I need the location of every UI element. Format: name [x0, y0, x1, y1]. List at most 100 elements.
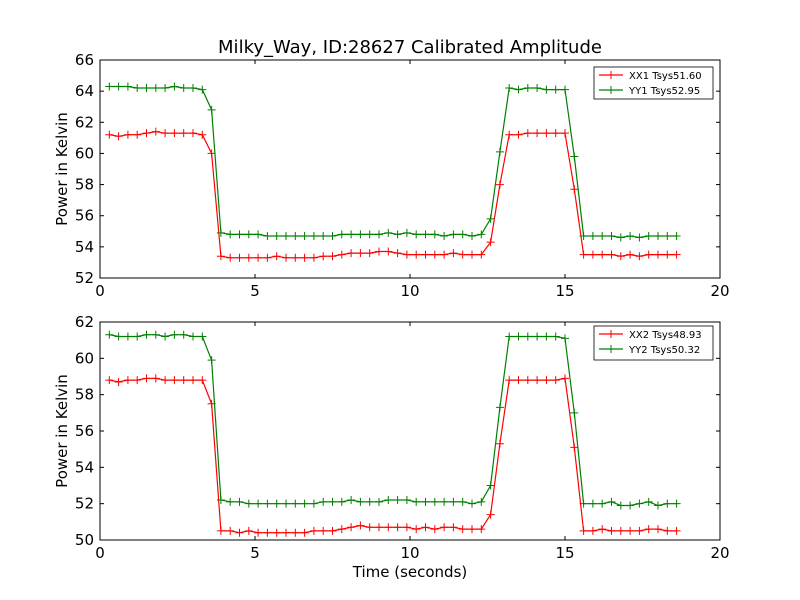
data-point: [542, 129, 551, 138]
data-point: [309, 499, 318, 508]
data-point: [282, 231, 290, 240]
data-point: [588, 499, 597, 508]
data-point: [216, 252, 225, 261]
data-point: [133, 332, 142, 341]
data-point: [458, 497, 467, 506]
x-tick-label: 5: [250, 544, 260, 562]
data-point: [495, 180, 504, 189]
data-point: [588, 250, 597, 259]
data-point: [235, 230, 244, 239]
data-point: [644, 231, 653, 240]
data-point: [151, 127, 160, 136]
data-point: [244, 526, 253, 535]
data-point: [216, 496, 225, 505]
data-point: [142, 84, 151, 93]
data-point: [412, 525, 421, 534]
x-tick-label: 15: [555, 544, 574, 562]
y-tick-label: 58: [75, 176, 94, 194]
data-point: [495, 439, 504, 448]
legend-marker: [607, 71, 615, 79]
data-point: [291, 499, 300, 508]
data-point: [189, 332, 197, 341]
data-point: [635, 499, 644, 508]
data-point: [486, 214, 495, 223]
data-point: [654, 250, 662, 259]
y-tick-label: 64: [75, 82, 94, 100]
legend-label: YY1 Tsys52.95: [628, 86, 700, 97]
data-point: [375, 247, 383, 256]
data-point: [319, 497, 328, 506]
data-point: [365, 523, 374, 532]
data-point: [272, 499, 281, 508]
data-point: [440, 523, 449, 532]
legend: XX1 Tsys51.60 YY1 Tsys52.95: [593, 66, 714, 100]
data-point: [375, 523, 383, 532]
data-point: [114, 332, 123, 341]
data-point: [179, 376, 188, 385]
x-tick-label: 20: [710, 282, 729, 300]
data-point: [533, 332, 542, 341]
subplot-2: 0 5 10 15 20 50 52 54 56 58 60 62 Power in Kelvin XX2…: [53, 313, 730, 562]
legend-box: [593, 66, 714, 100]
data-point: [142, 129, 151, 138]
data-point: [291, 231, 300, 240]
data-point: [542, 376, 551, 385]
data-point: [263, 231, 272, 240]
data-point: [430, 497, 439, 506]
data-point: [523, 376, 532, 385]
data-point: [672, 526, 681, 535]
data-point: [179, 129, 188, 138]
data-point: [226, 497, 235, 506]
data-point: [161, 84, 170, 93]
data-point: [226, 253, 235, 262]
data-point: [598, 250, 607, 259]
data-point: [514, 85, 523, 94]
data-point: [244, 253, 253, 262]
data-point: [319, 252, 328, 261]
data-point: [570, 152, 579, 161]
data-point: [151, 84, 160, 93]
data-point: [161, 129, 170, 138]
data-point: [393, 523, 402, 532]
data-point: [347, 249, 356, 258]
data-point: [207, 356, 216, 365]
data-point: [514, 376, 523, 385]
data-point: [189, 376, 197, 385]
data-point: [300, 231, 309, 240]
x-tick-label: 0: [95, 544, 105, 562]
series-line-1: [109, 377, 677, 534]
legend-marker: [607, 345, 615, 353]
data-point: [114, 132, 123, 141]
data-point: [468, 499, 476, 508]
data-point: [449, 249, 458, 258]
data-point: [161, 332, 170, 341]
data-point: [189, 84, 197, 93]
data-point: [616, 526, 625, 535]
data-point: [551, 376, 560, 385]
chart-title: Milky_Way, ID:28627 Calibrated Amplitude: [218, 37, 602, 58]
data-point: [226, 230, 235, 239]
data-point: [402, 228, 411, 237]
data-point: [384, 496, 393, 505]
data-point: [523, 129, 532, 138]
data-point: [663, 499, 672, 508]
data-point: [505, 130, 514, 139]
data-point: [375, 497, 383, 506]
data-point: [347, 230, 356, 239]
data-point: [291, 528, 300, 537]
data-point: [468, 250, 476, 259]
data-point: [458, 230, 467, 239]
legend: XX2 Tsys48.93 YY2 Tsys50.32: [593, 325, 714, 361]
data-point: [598, 231, 607, 240]
data-point: [337, 525, 346, 534]
data-point: [319, 231, 328, 240]
data-point: [421, 230, 430, 239]
data-point: [151, 374, 160, 383]
data-point: [393, 230, 402, 239]
data-point: [468, 525, 476, 534]
data-point: [272, 231, 281, 240]
data-point: [235, 497, 244, 506]
data-point: [523, 332, 532, 341]
data-point: [198, 85, 207, 94]
data-point: [263, 499, 272, 508]
